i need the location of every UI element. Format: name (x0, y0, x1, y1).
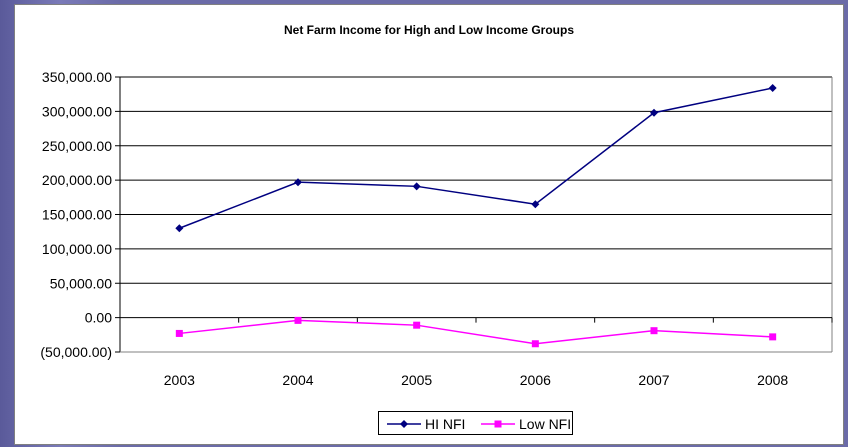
data-point (650, 108, 658, 117)
x-tick-label: 2007 (638, 372, 669, 388)
y-tick-label: 200,000.00 (42, 172, 112, 188)
y-tick-label: 350,000.00 (42, 69, 112, 85)
y-tick-label: 300,000.00 (42, 103, 112, 119)
x-tick-label: 2003 (164, 372, 195, 388)
data-point (413, 321, 421, 329)
chart-title: Net Farm Income for High and Low Income … (284, 23, 574, 37)
legend-marker (400, 420, 408, 428)
x-axis-ticks: 2003 2004 2005 2006 2007 2008 (119, 317, 833, 388)
y-tick-label: 0.00 (85, 310, 112, 326)
x-tick-label: 2005 (401, 372, 432, 388)
data-point (175, 329, 183, 337)
legend-label: Low NFI (519, 416, 571, 432)
y-axis-ticks: (50,000.00) 0.00 50,000.00 100,000.00 150,00… (40, 69, 120, 360)
data-point (294, 316, 302, 324)
y-tick-label: (50,000.00) (40, 344, 112, 360)
legend-marker (494, 420, 502, 428)
y-tick-label: 100,000.00 (42, 241, 112, 257)
x-tick-label: 2008 (757, 372, 788, 388)
data-point (650, 327, 658, 335)
series-lines (179, 87, 773, 345)
data-point (412, 182, 421, 191)
legend: HI NFI Low NFI (378, 411, 573, 435)
data-point (175, 224, 184, 233)
y-tick-label: 150,000.00 (42, 207, 112, 223)
data-point (531, 340, 539, 348)
legend-label: HI NFI (425, 416, 465, 432)
data-point (768, 84, 777, 92)
gridlines (119, 76, 833, 353)
data-point (531, 200, 540, 209)
y-tick-label: 250,000.00 (42, 138, 112, 154)
x-tick-label: 2006 (520, 372, 551, 388)
data-point (769, 333, 777, 341)
series-line (179, 87, 773, 229)
series-line (179, 319, 773, 345)
data-point (294, 178, 302, 187)
legend-graphic: HI NFI Low NFI (387, 416, 571, 432)
x-tick-label: 2004 (282, 372, 313, 388)
series-markers (175, 84, 777, 348)
y-tick-label: 50,000.00 (50, 275, 112, 291)
